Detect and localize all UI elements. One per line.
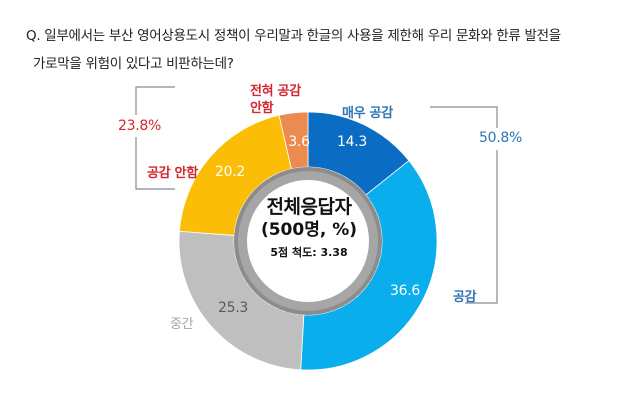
negative-bracket-top <box>135 86 175 115</box>
positive-bracket-top <box>430 106 498 128</box>
center-subtitle: (500명, %) <box>260 220 358 240</box>
value-neutral: 25.3 <box>218 300 248 316</box>
center-scale: 5점 척도: 3.38 <box>270 246 348 259</box>
label-agree: 공감 <box>453 290 477 305</box>
positive-total: 50.8% <box>479 130 522 146</box>
value-agree: 36.6 <box>390 283 420 299</box>
question-line-2: 가로막을 위험이 있다고 비판하는데? <box>33 56 234 72</box>
center-disc <box>247 180 369 302</box>
negative-bracket-bottom <box>135 137 175 190</box>
center-label: 전체응답자 (500명, %) 5점 척도: 3.38 <box>248 195 370 263</box>
value-strongly-agree: 14.3 <box>337 134 367 150</box>
label-strongly-disagree-line2: 안함 <box>250 101 274 116</box>
negative-total: 23.8% <box>118 118 161 134</box>
positive-bracket-bottom <box>465 150 498 304</box>
label-disagree: 공감 안함 <box>147 166 198 181</box>
question-line-1: Q. 일부에서는 부산 영어상용도시 정책이 우리말과 한글의 사용을 제한해 … <box>26 28 561 44</box>
label-strongly-disagree-line1: 전혀 공감 <box>250 84 301 99</box>
value-strongly-disagree: 3.6 <box>288 134 310 150</box>
value-disagree: 20.2 <box>215 164 245 180</box>
label-strongly-agree: 매우 공감 <box>342 106 393 121</box>
center-title: 전체응답자 <box>266 196 352 218</box>
label-neutral: 중간 <box>170 317 194 332</box>
